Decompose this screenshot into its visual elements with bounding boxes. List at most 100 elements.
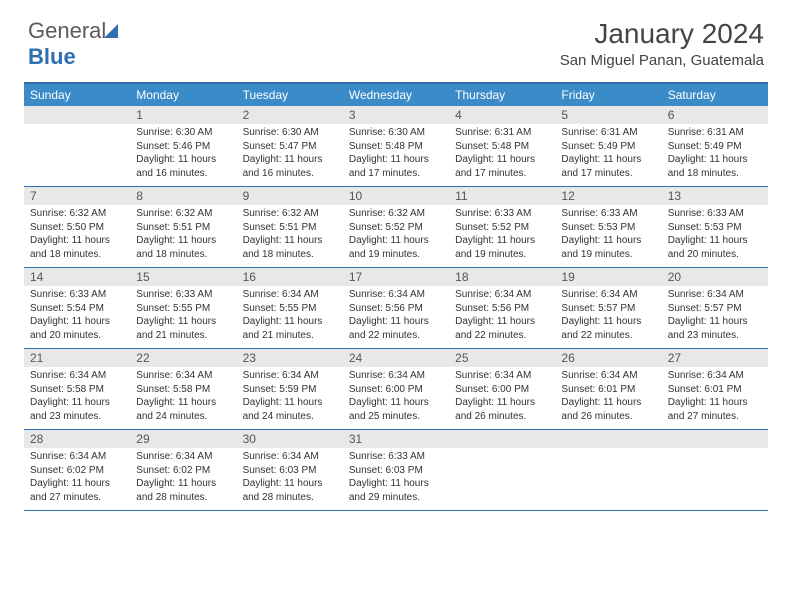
- sunrise-text: Sunrise: 6:33 AM: [455, 207, 549, 221]
- daylight-text: Daylight: 11 hours and 19 minutes.: [561, 234, 655, 261]
- day-number: 1: [130, 106, 236, 124]
- day-cell: 6Sunrise: 6:31 AMSunset: 5:49 PMDaylight…: [662, 106, 768, 186]
- day-number: 23: [237, 349, 343, 367]
- daylight-text: Daylight: 11 hours and 16 minutes.: [136, 153, 230, 180]
- sunset-text: Sunset: 5:52 PM: [455, 221, 549, 235]
- sunrise-text: Sunrise: 6:32 AM: [349, 207, 443, 221]
- day-number: 3: [343, 106, 449, 124]
- day-content: Sunrise: 6:34 AMSunset: 6:03 PMDaylight:…: [237, 448, 343, 510]
- day-content: Sunrise: 6:31 AMSunset: 5:49 PMDaylight:…: [555, 124, 661, 186]
- day-content: Sunrise: 6:33 AMSunset: 5:53 PMDaylight:…: [555, 205, 661, 267]
- day-cell: 13Sunrise: 6:33 AMSunset: 5:53 PMDayligh…: [662, 187, 768, 267]
- sunset-text: Sunset: 5:48 PM: [455, 140, 549, 154]
- day-cell: 20Sunrise: 6:34 AMSunset: 5:57 PMDayligh…: [662, 268, 768, 348]
- daylight-text: Daylight: 11 hours and 24 minutes.: [243, 396, 337, 423]
- sunrise-text: Sunrise: 6:33 AM: [30, 288, 124, 302]
- sunset-text: Sunset: 5:52 PM: [349, 221, 443, 235]
- day-number: [662, 430, 768, 448]
- day-number: 26: [555, 349, 661, 367]
- sunrise-text: Sunrise: 6:34 AM: [349, 288, 443, 302]
- sunset-text: Sunset: 5:51 PM: [136, 221, 230, 235]
- day-content: Sunrise: 6:32 AMSunset: 5:52 PMDaylight:…: [343, 205, 449, 267]
- daylight-text: Daylight: 11 hours and 18 minutes.: [136, 234, 230, 261]
- logo-text-1: General: [28, 18, 106, 43]
- weeks-container: 1Sunrise: 6:30 AMSunset: 5:46 PMDaylight…: [24, 106, 768, 511]
- day-cell: 23Sunrise: 6:34 AMSunset: 5:59 PMDayligh…: [237, 349, 343, 429]
- weekday-header: Wednesday: [343, 84, 449, 106]
- sunset-text: Sunset: 6:02 PM: [136, 464, 230, 478]
- day-content: Sunrise: 6:31 AMSunset: 5:48 PMDaylight:…: [449, 124, 555, 186]
- weekday-header: Monday: [130, 84, 236, 106]
- day-content: Sunrise: 6:34 AMSunset: 6:00 PMDaylight:…: [343, 367, 449, 429]
- day-number: [555, 430, 661, 448]
- sunrise-text: Sunrise: 6:31 AM: [561, 126, 655, 140]
- day-content: Sunrise: 6:33 AMSunset: 5:54 PMDaylight:…: [24, 286, 130, 348]
- week-row: 14Sunrise: 6:33 AMSunset: 5:54 PMDayligh…: [24, 268, 768, 349]
- daylight-text: Daylight: 11 hours and 27 minutes.: [668, 396, 762, 423]
- daylight-text: Daylight: 11 hours and 24 minutes.: [136, 396, 230, 423]
- day-cell: 30Sunrise: 6:34 AMSunset: 6:03 PMDayligh…: [237, 430, 343, 510]
- day-cell: 16Sunrise: 6:34 AMSunset: 5:55 PMDayligh…: [237, 268, 343, 348]
- day-number: 30: [237, 430, 343, 448]
- sunrise-text: Sunrise: 6:34 AM: [561, 369, 655, 383]
- day-number: 24: [343, 349, 449, 367]
- day-number: 14: [24, 268, 130, 286]
- calendar: SundayMondayTuesdayWednesdayThursdayFrid…: [24, 82, 768, 511]
- daylight-text: Daylight: 11 hours and 22 minutes.: [561, 315, 655, 342]
- day-number: [24, 106, 130, 124]
- day-number: 17: [343, 268, 449, 286]
- day-cell: [24, 106, 130, 186]
- daylight-text: Daylight: 11 hours and 26 minutes.: [455, 396, 549, 423]
- sunrise-text: Sunrise: 6:33 AM: [136, 288, 230, 302]
- day-number: 11: [449, 187, 555, 205]
- sunrise-text: Sunrise: 6:34 AM: [668, 288, 762, 302]
- weekday-header: Thursday: [449, 84, 555, 106]
- sunset-text: Sunset: 6:03 PM: [243, 464, 337, 478]
- day-cell: 18Sunrise: 6:34 AMSunset: 5:56 PMDayligh…: [449, 268, 555, 348]
- day-cell: 8Sunrise: 6:32 AMSunset: 5:51 PMDaylight…: [130, 187, 236, 267]
- day-cell: 29Sunrise: 6:34 AMSunset: 6:02 PMDayligh…: [130, 430, 236, 510]
- sunset-text: Sunset: 5:54 PM: [30, 302, 124, 316]
- sunset-text: Sunset: 5:50 PM: [30, 221, 124, 235]
- week-row: 1Sunrise: 6:30 AMSunset: 5:46 PMDaylight…: [24, 106, 768, 187]
- sunset-text: Sunset: 6:02 PM: [30, 464, 124, 478]
- day-number: 6: [662, 106, 768, 124]
- daylight-text: Daylight: 11 hours and 18 minutes.: [30, 234, 124, 261]
- day-cell: 24Sunrise: 6:34 AMSunset: 6:00 PMDayligh…: [343, 349, 449, 429]
- day-number: 21: [24, 349, 130, 367]
- sunrise-text: Sunrise: 6:34 AM: [455, 288, 549, 302]
- sunrise-text: Sunrise: 6:33 AM: [349, 450, 443, 464]
- month-title: January 2024: [560, 18, 764, 50]
- sunset-text: Sunset: 5:59 PM: [243, 383, 337, 397]
- day-content: Sunrise: 6:34 AMSunset: 6:01 PMDaylight:…: [555, 367, 661, 429]
- day-cell: 17Sunrise: 6:34 AMSunset: 5:56 PMDayligh…: [343, 268, 449, 348]
- daylight-text: Daylight: 11 hours and 17 minutes.: [561, 153, 655, 180]
- weekday-header: Tuesday: [237, 84, 343, 106]
- day-number: 15: [130, 268, 236, 286]
- day-number: [449, 430, 555, 448]
- day-cell: 11Sunrise: 6:33 AMSunset: 5:52 PMDayligh…: [449, 187, 555, 267]
- day-number: 25: [449, 349, 555, 367]
- week-row: 7Sunrise: 6:32 AMSunset: 5:50 PMDaylight…: [24, 187, 768, 268]
- sunrise-text: Sunrise: 6:33 AM: [561, 207, 655, 221]
- day-content: Sunrise: 6:33 AMSunset: 6:03 PMDaylight:…: [343, 448, 449, 510]
- sunrise-text: Sunrise: 6:31 AM: [668, 126, 762, 140]
- header: General Blue January 2024 San Miguel Pan…: [0, 0, 792, 78]
- day-number: 22: [130, 349, 236, 367]
- day-number: 12: [555, 187, 661, 205]
- day-content: Sunrise: 6:30 AMSunset: 5:48 PMDaylight:…: [343, 124, 449, 186]
- day-cell: 19Sunrise: 6:34 AMSunset: 5:57 PMDayligh…: [555, 268, 661, 348]
- sunset-text: Sunset: 5:53 PM: [668, 221, 762, 235]
- weekday-row: SundayMondayTuesdayWednesdayThursdayFrid…: [24, 84, 768, 106]
- sunrise-text: Sunrise: 6:30 AM: [349, 126, 443, 140]
- day-cell: 1Sunrise: 6:30 AMSunset: 5:46 PMDaylight…: [130, 106, 236, 186]
- day-content: Sunrise: 6:33 AMSunset: 5:55 PMDaylight:…: [130, 286, 236, 348]
- day-content: Sunrise: 6:32 AMSunset: 5:51 PMDaylight:…: [130, 205, 236, 267]
- location: San Miguel Panan, Guatemala: [560, 52, 764, 69]
- day-cell: 14Sunrise: 6:33 AMSunset: 5:54 PMDayligh…: [24, 268, 130, 348]
- weekday-header: Friday: [555, 84, 661, 106]
- day-content: Sunrise: 6:34 AMSunset: 5:56 PMDaylight:…: [343, 286, 449, 348]
- day-cell: 15Sunrise: 6:33 AMSunset: 5:55 PMDayligh…: [130, 268, 236, 348]
- day-cell: 3Sunrise: 6:30 AMSunset: 5:48 PMDaylight…: [343, 106, 449, 186]
- sunrise-text: Sunrise: 6:34 AM: [243, 450, 337, 464]
